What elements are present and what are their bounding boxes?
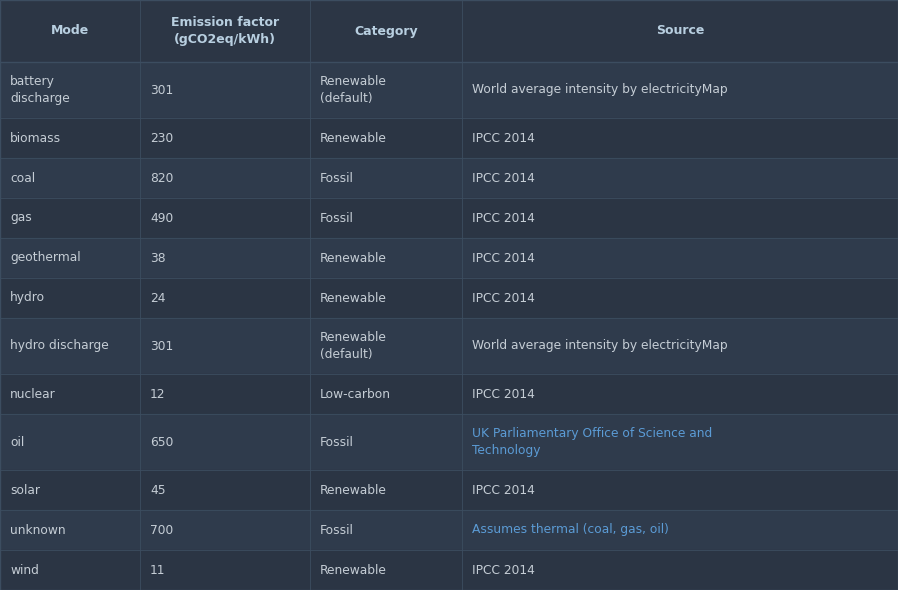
- Bar: [0, 158, 898, 198]
- Text: oil: oil: [10, 435, 24, 448]
- Text: battery
discharge: battery discharge: [10, 76, 70, 105]
- Bar: [0, 470, 898, 510]
- Text: Low-carbon: Low-carbon: [320, 388, 391, 401]
- Bar: [0, 510, 898, 550]
- Text: Emission factor
(gCO2eq/kWh): Emission factor (gCO2eq/kWh): [171, 16, 279, 46]
- Text: World average intensity by electricityMap: World average intensity by electricityMa…: [472, 84, 727, 97]
- Text: Category: Category: [354, 25, 418, 38]
- Text: gas: gas: [10, 211, 31, 225]
- Text: IPCC 2014: IPCC 2014: [472, 563, 535, 576]
- Bar: [0, 414, 898, 470]
- Text: Renewable: Renewable: [320, 291, 387, 304]
- Bar: [0, 118, 898, 158]
- Bar: [0, 374, 898, 414]
- Text: 820: 820: [150, 172, 173, 185]
- Bar: [0, 238, 898, 278]
- Text: Fossil: Fossil: [320, 172, 354, 185]
- Text: Renewable: Renewable: [320, 563, 387, 576]
- Text: nuclear: nuclear: [10, 388, 56, 401]
- Text: hydro discharge: hydro discharge: [10, 339, 109, 352]
- Bar: [0, 0, 898, 62]
- Text: IPCC 2014: IPCC 2014: [472, 132, 535, 145]
- Text: 45: 45: [150, 483, 165, 497]
- Text: 490: 490: [150, 211, 173, 225]
- Bar: [0, 318, 898, 374]
- Text: IPCC 2014: IPCC 2014: [472, 483, 535, 497]
- Text: IPCC 2014: IPCC 2014: [472, 388, 535, 401]
- Text: Renewable
(default): Renewable (default): [320, 76, 387, 105]
- Text: unknown: unknown: [10, 523, 66, 536]
- Text: Source: Source: [656, 25, 704, 38]
- Text: 38: 38: [150, 251, 165, 264]
- Text: Fossil: Fossil: [320, 211, 354, 225]
- Text: IPCC 2014: IPCC 2014: [472, 211, 535, 225]
- Text: biomass: biomass: [10, 132, 61, 145]
- Text: Assumes thermal (coal, gas, oil): Assumes thermal (coal, gas, oil): [472, 523, 669, 536]
- Text: solar: solar: [10, 483, 40, 497]
- Text: Renewable: Renewable: [320, 132, 387, 145]
- Text: 24: 24: [150, 291, 165, 304]
- Text: Renewable: Renewable: [320, 251, 387, 264]
- Text: geothermal: geothermal: [10, 251, 81, 264]
- Bar: [0, 62, 898, 118]
- Text: Fossil: Fossil: [320, 435, 354, 448]
- Bar: [0, 198, 898, 238]
- Text: IPCC 2014: IPCC 2014: [472, 291, 535, 304]
- Text: 11: 11: [150, 563, 165, 576]
- Text: Renewable: Renewable: [320, 483, 387, 497]
- Text: IPCC 2014: IPCC 2014: [472, 251, 535, 264]
- Text: coal: coal: [10, 172, 35, 185]
- Text: 12: 12: [150, 388, 165, 401]
- Text: 700: 700: [150, 523, 173, 536]
- Text: Mode: Mode: [51, 25, 89, 38]
- Text: IPCC 2014: IPCC 2014: [472, 172, 535, 185]
- Text: UK Parliamentary Office of Science and
Technology: UK Parliamentary Office of Science and T…: [472, 427, 712, 457]
- Text: 650: 650: [150, 435, 173, 448]
- Bar: [0, 550, 898, 590]
- Text: 301: 301: [150, 84, 173, 97]
- Text: 301: 301: [150, 339, 173, 352]
- Text: World average intensity by electricityMap: World average intensity by electricityMa…: [472, 339, 727, 352]
- Bar: [0, 278, 898, 318]
- Text: hydro: hydro: [10, 291, 45, 304]
- Text: 230: 230: [150, 132, 173, 145]
- Text: Fossil: Fossil: [320, 523, 354, 536]
- Text: Renewable
(default): Renewable (default): [320, 331, 387, 360]
- Text: wind: wind: [10, 563, 39, 576]
